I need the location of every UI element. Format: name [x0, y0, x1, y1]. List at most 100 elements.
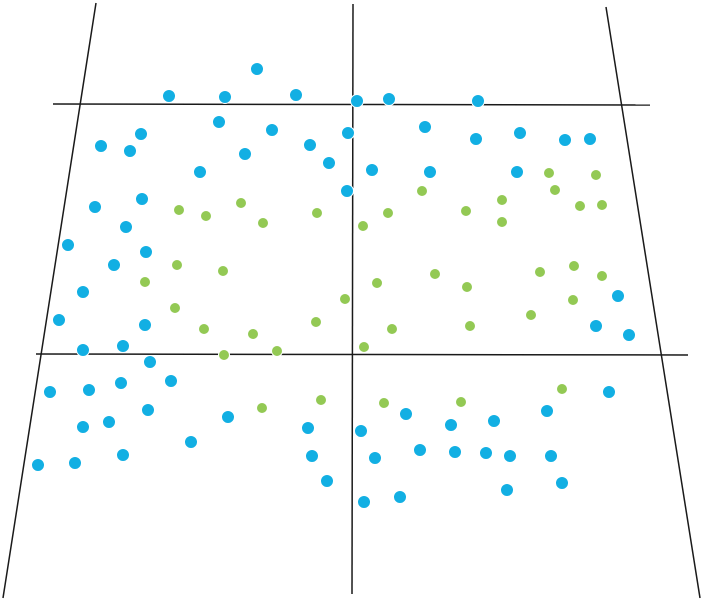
blue-dot	[123, 144, 137, 158]
green-dot	[590, 169, 602, 181]
blue-dot	[139, 245, 153, 259]
blue-dot	[88, 200, 102, 214]
green-dot	[416, 185, 428, 197]
blue-dot	[341, 126, 355, 140]
blue-dot	[135, 192, 149, 206]
blue-dot	[76, 285, 90, 299]
blue-dot	[487, 414, 501, 428]
green-dot	[247, 328, 259, 340]
blue-dot	[301, 421, 315, 435]
blue-dot	[184, 435, 198, 449]
blue-dot	[305, 449, 319, 463]
blue-dot	[510, 165, 524, 179]
blue-dot	[303, 138, 317, 152]
green-dot	[455, 396, 467, 408]
blue-dot	[221, 410, 235, 424]
green-dot	[464, 320, 476, 332]
blue-dot	[138, 318, 152, 332]
blue-dot	[444, 418, 458, 432]
blue-dot	[212, 115, 226, 129]
dots-group	[31, 62, 636, 509]
green-dot	[496, 216, 508, 228]
green-dot	[574, 200, 586, 212]
blue-dot	[193, 165, 207, 179]
green-dot	[256, 402, 268, 414]
blue-dot	[61, 238, 75, 252]
green-dot	[382, 207, 394, 219]
green-dot	[271, 345, 283, 357]
green-dot	[235, 197, 247, 209]
green-dot	[556, 383, 568, 395]
blue-dot	[503, 449, 517, 463]
blue-dot	[162, 89, 176, 103]
blue-dot	[350, 94, 364, 108]
green-dot	[257, 217, 269, 229]
blue-dot	[423, 165, 437, 179]
blue-dot	[52, 313, 66, 327]
blue-dot	[583, 132, 597, 146]
blue-dot	[622, 328, 636, 342]
blue-dot	[238, 147, 252, 161]
green-dot	[567, 294, 579, 306]
blue-dot	[116, 448, 130, 462]
green-dot	[310, 316, 322, 328]
blue-dot	[141, 403, 155, 417]
blue-dot	[31, 458, 45, 472]
green-dot	[139, 276, 151, 288]
green-dot	[173, 204, 185, 216]
blue-dot	[382, 92, 396, 106]
blue-dot	[500, 483, 514, 497]
blue-dot	[320, 474, 334, 488]
blue-dot	[589, 319, 603, 333]
blue-dot	[558, 133, 572, 147]
green-dot	[461, 281, 473, 293]
blue-dot	[611, 289, 625, 303]
green-dot	[534, 266, 546, 278]
vertical-center-line	[351, 3, 354, 595]
blue-dot	[164, 374, 178, 388]
blue-dot	[43, 385, 57, 399]
blue-dot	[143, 355, 157, 369]
blue-dot	[250, 62, 264, 76]
green-dot	[596, 270, 608, 282]
blue-dot	[82, 383, 96, 397]
blue-dot	[68, 456, 82, 470]
green-dot	[568, 260, 580, 272]
green-dot	[525, 309, 537, 321]
blue-dot	[555, 476, 569, 490]
green-dot	[311, 207, 323, 219]
blue-dot	[479, 446, 493, 460]
green-dot	[549, 184, 561, 196]
green-dot	[169, 302, 181, 314]
middle-horizontal-line	[35, 353, 689, 356]
green-dot	[543, 167, 555, 179]
blue-dot	[76, 420, 90, 434]
blue-dot	[102, 415, 116, 429]
blue-dot	[289, 88, 303, 102]
blue-dot	[513, 126, 527, 140]
blue-dot	[471, 94, 485, 108]
green-dot	[217, 265, 229, 277]
blue-dot	[418, 120, 432, 134]
green-dot	[218, 349, 230, 361]
green-dot	[429, 268, 441, 280]
blue-dot	[469, 132, 483, 146]
blue-dot	[76, 343, 90, 357]
green-dot	[371, 277, 383, 289]
green-dot	[315, 394, 327, 406]
green-dot	[378, 397, 390, 409]
green-dot	[198, 323, 210, 335]
blue-dot	[544, 449, 558, 463]
blue-dot	[134, 127, 148, 141]
blue-dot	[399, 407, 413, 421]
blue-dot	[357, 495, 371, 509]
blue-dot	[540, 404, 554, 418]
blue-dot	[94, 139, 108, 153]
blue-dot	[365, 163, 379, 177]
green-dot	[358, 341, 370, 353]
blue-dot	[218, 90, 232, 104]
blue-dot	[602, 385, 616, 399]
green-dot	[339, 293, 351, 305]
green-dot	[171, 259, 183, 271]
